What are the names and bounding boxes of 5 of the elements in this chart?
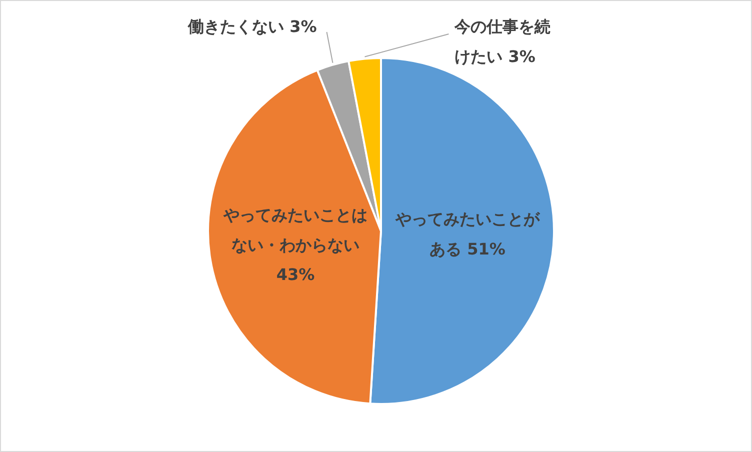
slice-label: やってみたいことはない・わからない bbox=[222, 205, 368, 254]
slice-label: 今の仕事を続けたい 3% bbox=[454, 16, 551, 66]
slice-label: 働きたくない 3% bbox=[187, 16, 317, 36]
slice-label: やってみたいことがある 51% bbox=[394, 209, 540, 258]
data-label: 43% bbox=[276, 265, 315, 284]
